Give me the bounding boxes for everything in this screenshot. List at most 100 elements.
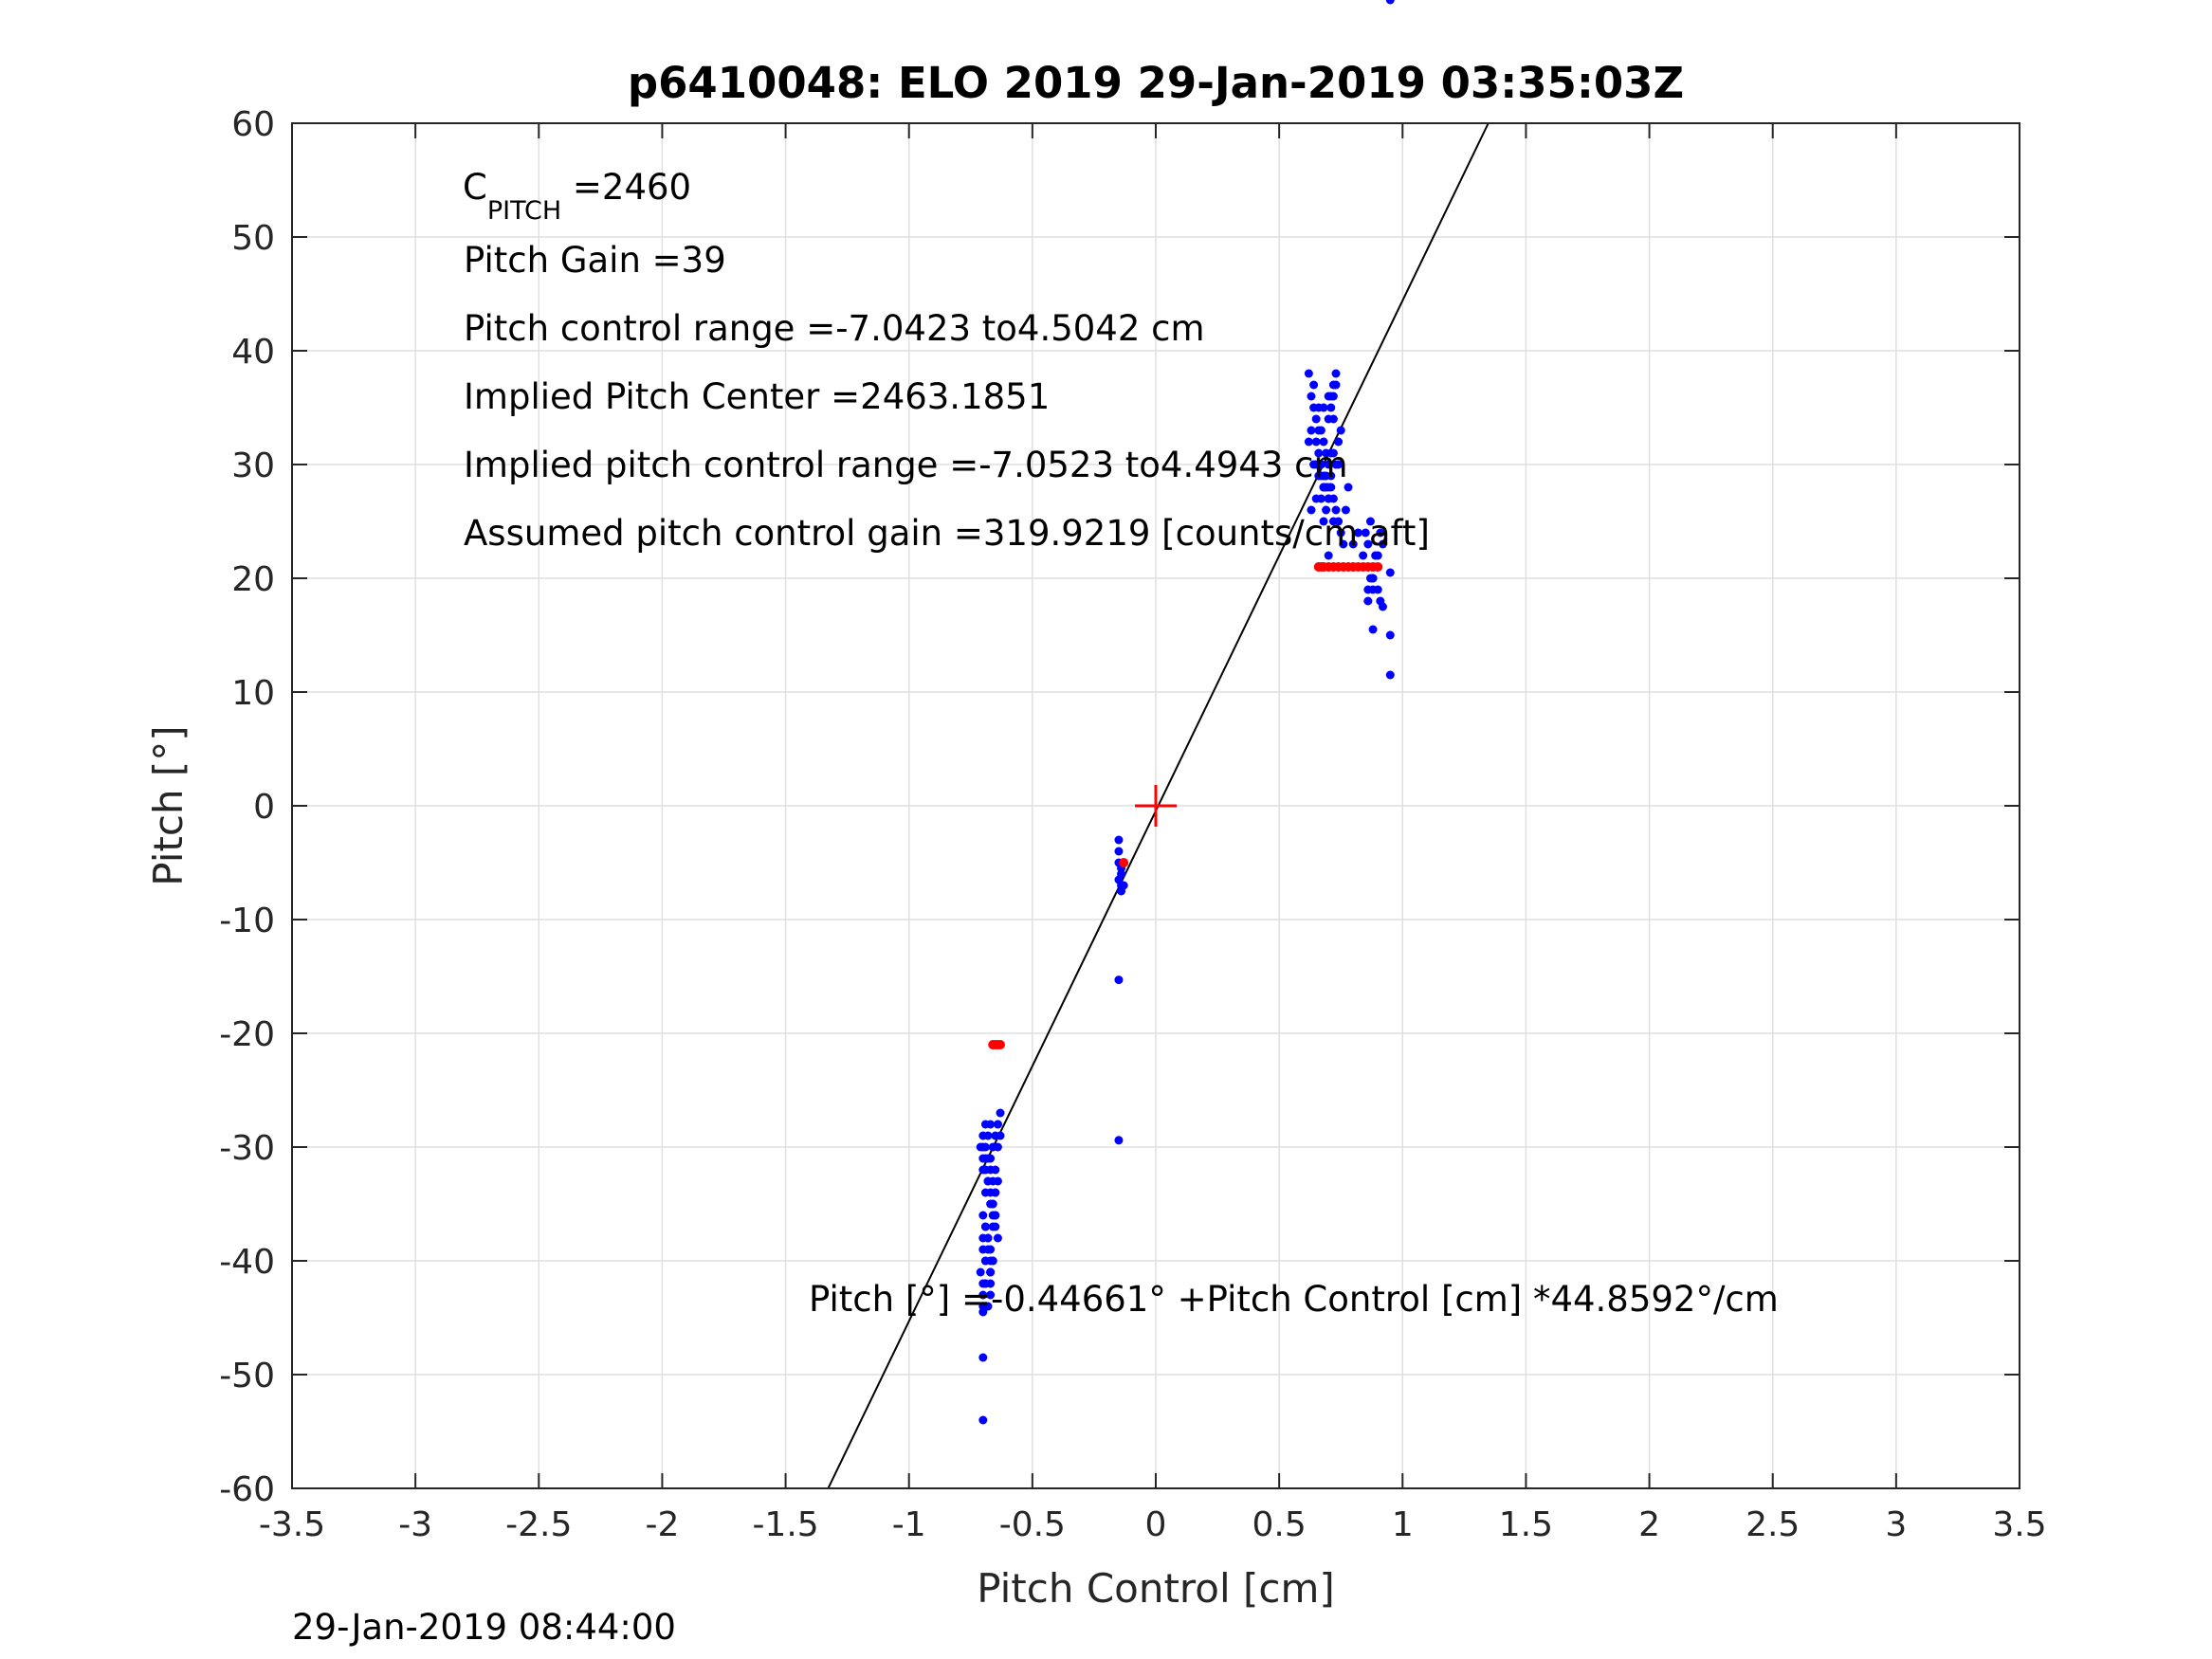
measured-point [1371,551,1380,560]
y-tick-label: -60 [219,1470,275,1509]
measured-point [980,1222,990,1231]
measured-point [1304,437,1313,447]
measured-point [1304,369,1313,378]
measured-point [976,1267,985,1277]
x-tick-labels: -3.5 -3 -2.5 -2 -1.5 -1 -0.5 0 0.5 1 1.5 2 2.5 3 3.5 [259,1505,2047,1544]
measured-point [1324,483,1333,492]
measured-point [993,1120,1002,1129]
x-tick-label: 3.5 [1992,1505,2046,1544]
measured-point [1319,403,1328,412]
c-pitch-subscript: PITCH [487,196,561,226]
y-tick-label: 20 [231,560,275,599]
measured-point [1385,0,1395,5]
measured-point [986,1120,996,1129]
y-axis-label: Pitch [°] [145,725,192,885]
measured-point [993,1142,1002,1152]
pitch-gain-annotation: Pitch Gain =39 [464,240,726,281]
measured-point [1339,539,1348,549]
x-tick-label: 0.5 [1252,1505,1307,1544]
measured-point [991,1222,1000,1231]
measured-point [1314,426,1324,435]
commanded-point [1373,562,1383,572]
measured-point [1326,471,1336,481]
x-tick-label: -3.5 [259,1505,325,1544]
measured-point [993,1233,1002,1243]
footer-timestamp: 29-Jan-2019 08:44:00 [292,1607,676,1648]
measured-point [1114,835,1124,845]
measured-point [978,1353,988,1362]
measured-point [983,1245,993,1254]
measured-point [1307,426,1316,435]
measured-point [1353,528,1362,538]
measured-point [1376,528,1385,538]
measured-point [1331,460,1341,469]
measured-point [986,1256,996,1266]
measured-point [1331,505,1341,515]
y-tick-label: 0 [253,788,275,827]
y-tick-label: 50 [231,219,275,258]
fit-equation-annotation: Pitch [°] =-0.44661° +Pitch Control [cm]… [809,1279,1779,1320]
measured-point [1326,403,1336,412]
measured-point [988,1176,997,1186]
x-tick-label: -2.5 [505,1505,572,1544]
x-tick-label: -2 [645,1505,679,1544]
measured-point [988,1199,997,1209]
measured-point [1331,369,1341,378]
measured-point [986,1165,996,1175]
measured-point [1324,460,1333,469]
measured-point [1322,505,1331,515]
measured-point [1309,380,1319,390]
measured-point [1368,625,1378,634]
measured-point [1119,881,1128,890]
measured-point [1114,847,1124,856]
measured-point [1363,539,1373,549]
c-pitch-annotation: CPITCH =2460 [463,167,691,226]
measured-point [1361,528,1370,538]
measured-point [983,1154,993,1163]
commanded-point [996,1040,1006,1049]
measured-point [1334,437,1344,447]
measured-point [978,1415,988,1425]
measured-point [996,1131,1005,1140]
y-tick-label: -10 [219,902,275,940]
measured-point [1328,380,1338,390]
measured-point [1114,1136,1124,1145]
measured-point [1359,551,1368,560]
measured-point [1368,585,1378,594]
measured-point [1348,539,1358,549]
measured-point [978,1290,988,1300]
measured-point [1336,528,1345,538]
measured-point [1378,602,1387,611]
measured-point [996,1108,1005,1118]
measured-point [1324,392,1333,401]
measured-point [1319,437,1328,447]
measured-point [1319,517,1328,526]
control-range-annotation: Pitch control range =-7.0423 to4.5042 cm [464,308,1205,349]
measured-points [976,0,1395,1425]
measured-point [1311,437,1321,447]
assumed-gain-annotation: Assumed pitch control gain =319.9219 [co… [464,513,1430,554]
measured-point [978,1131,988,1140]
measured-point [1328,494,1338,503]
measured-point [1385,630,1395,640]
measured-point [1326,448,1336,458]
measured-point [986,1279,996,1288]
measured-point [1365,517,1375,526]
y-tick-label: -50 [219,1357,275,1395]
measured-point [1328,517,1338,526]
measured-point [1328,414,1338,424]
measured-point [1309,403,1319,412]
y-tick-label: 40 [231,333,275,372]
chart-title: p6410048: ELO 2019 29-Jan-2019 03:35:03Z [628,58,1684,108]
measured-point [1114,975,1124,985]
measured-point [980,1142,990,1152]
measured-point [991,1188,1000,1197]
measured-point [1311,494,1321,503]
x-tick-label: 2.5 [1746,1505,1800,1544]
x-tick-label: 1 [1392,1505,1414,1544]
y-tick-label: 60 [231,105,275,144]
measured-point [1314,448,1324,458]
measured-point [1114,875,1124,884]
measured-point [1311,414,1321,424]
